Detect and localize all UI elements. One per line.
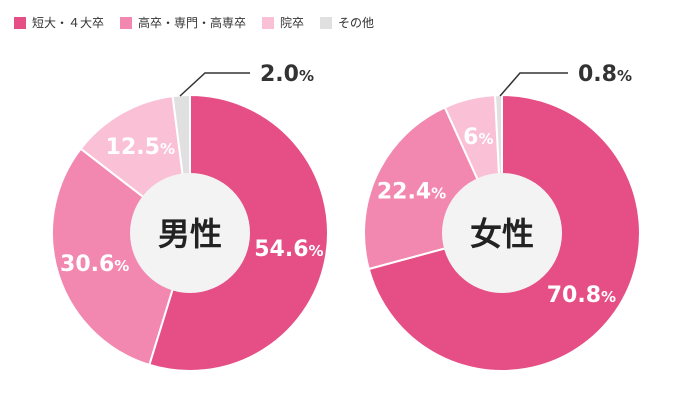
callout-label-1: 0.8%	[578, 62, 632, 87]
chart-title-1: 女性	[470, 215, 534, 253]
donut-hole-0	[130, 173, 250, 293]
slice-label-0-1: 30.6%	[60, 252, 129, 277]
callout-line-0	[179, 72, 250, 97]
legend-swatch-graduate	[262, 16, 275, 29]
legend-item: 院卒	[262, 14, 304, 31]
legend-swatch-highschool	[120, 16, 133, 29]
legend-item: 高卒・専門・高専卒	[120, 14, 246, 31]
chart-title-0: 男性	[158, 215, 222, 253]
pie-slice-0-1	[51, 147, 192, 367]
slice-label-0-0: 54.6%	[254, 237, 323, 262]
legend-swatch-other	[320, 16, 333, 29]
legend-label-univ: 短大・４大卒	[32, 16, 105, 30]
legend-label-graduate: 院卒	[280, 16, 305, 30]
legend: 短大・４大卒 高卒・専門・高専卒 院卒 その他	[14, 14, 374, 31]
legend-swatch-univ	[14, 16, 26, 29]
legend-item: 短大・４大卒	[14, 14, 104, 31]
slice-label-1-0: 70.8%	[547, 283, 616, 308]
callout-line-1	[499, 72, 568, 97]
slice-label-1-2: 6%	[463, 125, 493, 150]
legend-label-other: その他	[338, 16, 375, 30]
donut-hole-1	[442, 173, 562, 293]
callout-label-0: 2.0%	[260, 62, 314, 87]
legend-label-highschool: 高卒・専門・高専卒	[138, 16, 247, 30]
slice-label-1-1: 22.4%	[377, 179, 446, 204]
slice-label-0-2: 12.5%	[106, 135, 175, 160]
legend-item: その他	[320, 14, 374, 31]
